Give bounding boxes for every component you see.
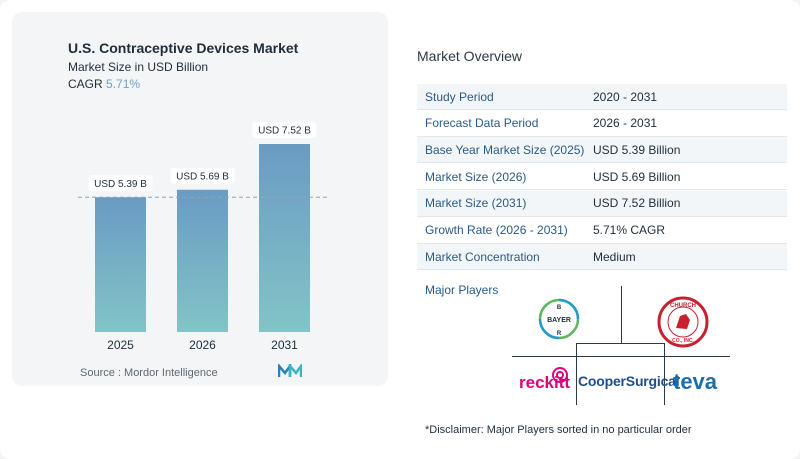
svg-text:CHURCH: CHURCH: [670, 303, 696, 309]
cagr-label: CAGR: [68, 77, 103, 91]
overview-row-value: 2020 - 2031: [593, 89, 658, 104]
overview-row-label: Base Year Market Size (2025): [425, 142, 585, 157]
data-label-box: [252, 122, 317, 138]
overview-row-value: Medium: [593, 249, 636, 264]
grid-divider: [621, 286, 622, 343]
svg-text:CO., INC.: CO., INC.: [672, 338, 694, 344]
data-label: USD 7.52 B: [258, 126, 311, 137]
bar-chart: USD 5.39 B 2025 USD 5.69 B 2026 USD 7.52 B 20…: [78, 122, 330, 352]
data-label-box: [88, 175, 153, 192]
source-label: Source :: [80, 367, 121, 379]
overview-row-value: 5.71% CAGR: [593, 223, 666, 237]
cagr-value: 5.71%: [106, 77, 141, 91]
church-dwight-logo: CHURCH CO., INC.: [657, 296, 709, 348]
grid-divider: [664, 343, 665, 405]
overview-row-label: Growth Rate (2026 - 2031): [425, 223, 568, 237]
overview-row-value: USD 7.52 Billion: [593, 196, 681, 211]
grid-divider: [512, 356, 730, 357]
x-tick-label: 2025: [107, 338, 134, 352]
bar-2031: [259, 144, 310, 332]
source-name: Mordor Intelligence: [124, 367, 218, 379]
source-line: Source : Mordor Intelligence: [80, 367, 218, 379]
overview-row: Forecast Data Period 2026 - 2031: [417, 111, 787, 137]
overview-row-label: Market Size (2026): [425, 169, 527, 184]
overview-title: Market Overview: [417, 48, 523, 64]
overview-row-label: Market Concentration: [425, 249, 540, 264]
overview-row: Study Period 2020 - 2031: [417, 84, 787, 110]
overview-row: Market Size (2031) USD 7.52 Billion: [417, 190, 787, 217]
players-title: Major Players: [425, 283, 499, 297]
data-label: USD 5.69 B: [176, 171, 229, 182]
grid-divider: [576, 343, 665, 344]
cagr-line: CAGR 5.71%: [68, 77, 140, 91]
teva-logo: teva: [673, 369, 718, 394]
svg-text:B: B: [557, 305, 562, 311]
grid-divider: [576, 343, 577, 405]
overview-row: Market Size (2026) USD 5.69 Billion: [417, 164, 787, 191]
reckitt-swirl-icon: [552, 367, 568, 383]
chart-title: U.S. Contraceptive Devices Market: [68, 40, 299, 56]
mordor-logo-icon: [278, 364, 302, 377]
chart-subtitle: Market Size in USD Billion: [68, 60, 209, 74]
overview-row-label: Study Period: [425, 89, 494, 104]
overview-row-value: USD 5.69 Billion: [593, 169, 681, 184]
overview-row: Base Year Market Size (2025) USD 5.39 Bil…: [417, 137, 787, 164]
svg-text:BAYER: BAYER: [547, 317, 571, 324]
x-tick-label: 2031: [271, 338, 298, 352]
overview-row-value: USD 5.39 Billion: [593, 142, 681, 157]
svg-text:R: R: [557, 331, 562, 337]
bar-2025: [95, 197, 146, 332]
bar-2026: [177, 189, 228, 332]
bayer-logo: BAYER B R: [538, 298, 580, 340]
overview-row-value: 2026 - 2031: [593, 116, 658, 131]
coopersurgical-logo: CooperSurgical: [578, 373, 680, 389]
overview-row-label: Market Size (2031): [425, 196, 527, 211]
x-tick-label: 2026: [189, 338, 216, 352]
data-label: USD 5.39 B: [94, 179, 147, 190]
overview-row: Growth Rate (2026 - 2031) 5.71% CAGR: [417, 218, 787, 244]
data-label-box: [170, 167, 235, 184]
overview-row: Market Concentration Medium: [417, 244, 787, 271]
overview-row-label: Forecast Data Period: [425, 116, 539, 131]
disclaimer: *Disclaimer: Major Players sorted in no …: [425, 424, 692, 436]
